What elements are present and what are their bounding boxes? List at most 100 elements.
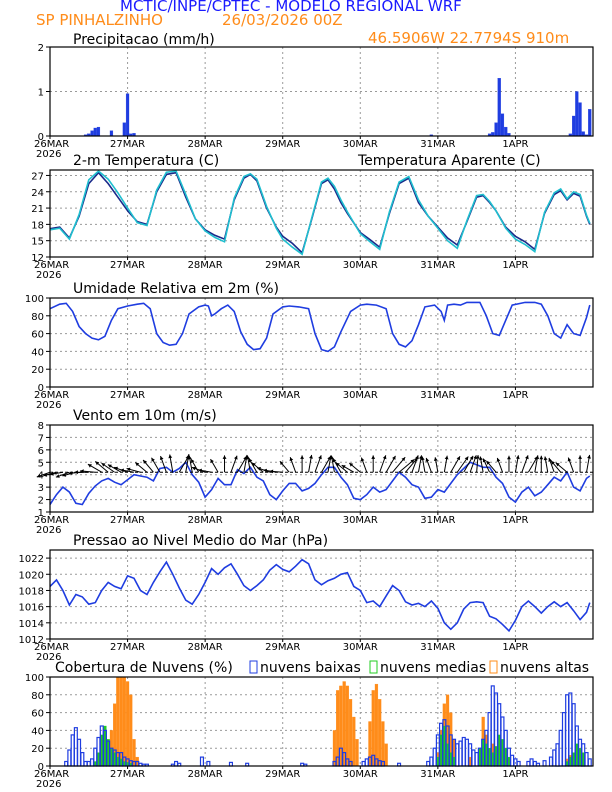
x-tick-label: 28MAR [188, 515, 223, 526]
wind-arrowhead [525, 455, 529, 460]
bar [584, 751, 589, 767]
bar [568, 692, 573, 767]
bar [129, 694, 133, 767]
bar [64, 760, 69, 767]
panel-frame [49, 46, 594, 137]
panel-title: Pressao ao Nivel Medio do Mar (hPa) [73, 533, 328, 549]
wind-arrowhead [107, 464, 112, 468]
y-tick-label: 5 [38, 458, 44, 469]
wind-arrowhead [43, 473, 48, 477]
bar [575, 91, 579, 137]
bar [89, 758, 95, 767]
x-tick-label: 29MAR [265, 515, 300, 526]
x-tick-label: 29MAR [265, 260, 300, 271]
bar [122, 122, 126, 137]
x-tick-label: 27MAR [110, 515, 145, 526]
x-tick-label: 26MAR [34, 515, 69, 526]
y-tick-label: 1014 [19, 619, 44, 630]
bar [174, 760, 179, 767]
wind-arrowhead [263, 468, 267, 473]
wind-arrowhead [318, 455, 322, 460]
x-tick-year: 2026 [36, 270, 61, 281]
x-tick-label: 28MAR [188, 260, 223, 271]
bar [67, 749, 72, 767]
x-tick-label: 30MAR [343, 139, 378, 150]
header-model-title: MCTIC/INPE/CPTEC - MODELO REGIONAL WRF [120, 0, 462, 15]
series-line [49, 558, 591, 633]
series-line [49, 170, 591, 256]
wind-arrowhead [360, 457, 365, 462]
series-nuvens-baixas [64, 685, 592, 767]
wind-arrowhead [192, 466, 196, 471]
x-tick-label: 30MAR [343, 515, 378, 526]
bar [374, 683, 379, 767]
bar [572, 115, 576, 137]
wind-arrowhead [410, 459, 415, 464]
wind-arrowhead [252, 462, 256, 467]
y-tick-label: 1020 [19, 570, 44, 581]
bar [332, 730, 337, 767]
bar [504, 126, 508, 137]
series-Temperatura-Aparente [49, 170, 591, 256]
x-tick-label: 31MAR [420, 515, 455, 526]
wind-arrowhead [496, 457, 501, 462]
bar [516, 760, 521, 767]
panel-frame [49, 297, 594, 388]
wind-arrowhead [269, 469, 274, 474]
wind-arrowhead [332, 458, 337, 463]
series-vento [49, 460, 591, 506]
wind-arrowhead [222, 455, 227, 459]
x-tick-label: 29MAR [265, 390, 300, 401]
bar [529, 758, 534, 767]
bar [122, 676, 126, 767]
wind-arrowhead [248, 458, 253, 463]
x-tick-label: 30MAR [343, 260, 378, 271]
x-tick-label: 31MAR [420, 642, 455, 653]
bar [542, 760, 547, 767]
x-tick-label: 1APR [502, 260, 528, 271]
bar [96, 126, 101, 137]
x-tick-label: 27MAR [110, 390, 145, 401]
x-tick-label: 27MAR [110, 769, 145, 780]
wind-arrowhead [507, 455, 511, 460]
bar [90, 130, 94, 137]
legend-nuvens-medias: nuvens medias [380, 660, 486, 676]
y-tick-label: 1012 [19, 635, 44, 646]
x-tick-label: 31MAR [420, 769, 455, 780]
panel-frame [49, 169, 594, 258]
panel-title: 2-m Temperatura (C) [73, 153, 219, 169]
x-tick-label: 31MAR [420, 139, 455, 150]
x-tick-label: 1APR [502, 769, 528, 780]
wind-arrowhead [382, 455, 387, 460]
wind-arrowhead [543, 456, 548, 461]
y-tick-label: 2 [38, 496, 44, 507]
x-tick-label: 1APR [502, 515, 528, 526]
x-tick-label: 1APR [502, 642, 528, 653]
x-tick-label: 26MAR [34, 769, 69, 780]
bar [73, 727, 78, 767]
panel-title: Cobertura de Nuvens (%) [55, 660, 233, 676]
bar [455, 743, 460, 767]
wind-arrowhead [486, 460, 491, 465]
legend-nuvens-altas: nuvens altas [500, 660, 589, 676]
panel-title: Vento em 10m (m/s) [73, 408, 217, 424]
y-tick-label: 40 [31, 726, 44, 737]
x-tick-year: 2026 [36, 525, 61, 536]
wind-arrowhead [168, 454, 173, 459]
y-tick-label: 0 [38, 383, 44, 394]
y-tick-label: 8 [38, 421, 44, 432]
bar [70, 734, 75, 767]
x-tick-label: 28MAR [188, 769, 223, 780]
bar [565, 694, 570, 767]
bar [83, 760, 88, 767]
x-tick-label: 26MAR [34, 642, 69, 653]
wind-arrowhead [433, 457, 438, 461]
wind-arrowhead [80, 469, 84, 474]
wind-arrowhead [101, 463, 106, 467]
wind-arrowhead [469, 455, 474, 460]
series-line [49, 301, 591, 353]
bar [510, 754, 515, 767]
y-tick-label: 1 [38, 88, 44, 99]
